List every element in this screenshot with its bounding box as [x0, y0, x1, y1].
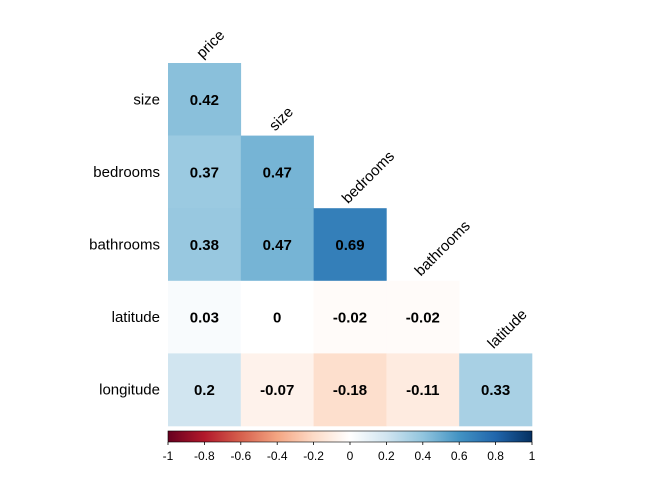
- column-label: bedrooms: [339, 148, 398, 207]
- cell-value-label: 0.03: [190, 310, 219, 327]
- heatmap-cell: [386, 280, 460, 354]
- cell-values: 0.42 0.37 0.47 0.38 0.47 0.69 0.03 0 -0.02 -0.02 0…: [190, 92, 510, 399]
- cell-value-label: -0.02: [333, 310, 367, 327]
- row-labels: size bedrooms bathrooms latitude longitude: [89, 91, 160, 398]
- heatmap-cell: [240, 135, 314, 209]
- row-label: size: [133, 91, 160, 108]
- cell-value-label: 0.2: [194, 382, 215, 399]
- heatmap-cell: [313, 208, 387, 282]
- colorbar-tick-label: 0.8: [487, 449, 504, 463]
- colorbar-tick-label: -0.2: [303, 449, 324, 463]
- heatmap-cell: [168, 208, 242, 282]
- colorbar-tick-label: -1: [163, 449, 174, 463]
- cell-value-label: 0: [273, 310, 281, 327]
- cell-value-label: 0.69: [335, 237, 364, 254]
- row-label: latitude: [112, 309, 160, 326]
- heatmap-cell: [386, 353, 460, 427]
- cell-value-label: 0.38: [190, 237, 219, 254]
- cell-value-label: -0.11: [406, 382, 439, 399]
- colorbar-tick-label: 0.2: [378, 449, 395, 463]
- heatmap-cells: [168, 63, 533, 427]
- row-label: bathrooms: [89, 237, 160, 254]
- row-label: longitude: [99, 382, 160, 399]
- heatmap-cell: [168, 353, 242, 427]
- colorbar-tick-label: 0: [347, 449, 354, 463]
- cell-value-label: 0.47: [263, 237, 292, 254]
- colorbar-tick-label: -0.4: [267, 449, 288, 463]
- heatmap-cell: [240, 353, 314, 427]
- colorbar-tick-label: 1: [529, 449, 536, 463]
- colorbar-tick-label: 0.4: [414, 449, 431, 463]
- heatmap-cell: [313, 353, 387, 427]
- cell-value-label: -0.07: [260, 382, 294, 399]
- cell-value-label: -0.18: [333, 382, 367, 399]
- heatmap-cell: [168, 280, 242, 354]
- cell-value-label: 0.33: [481, 382, 510, 399]
- heatmap-cell: [168, 63, 242, 136]
- row-label: bedrooms: [93, 164, 160, 181]
- column-label: latitude: [484, 306, 530, 352]
- cell-value-label: 0.42: [190, 92, 219, 109]
- heatmap-cell: [240, 280, 314, 354]
- column-label: price: [193, 27, 228, 62]
- colorbar-gradient: [167, 430, 533, 443]
- heatmap-cell: [459, 353, 533, 427]
- colorbar-tick-label: -0.6: [230, 449, 251, 463]
- column-label: size: [266, 104, 297, 135]
- column-label: bathrooms: [412, 217, 474, 279]
- heatmap-cell: [313, 280, 387, 354]
- heatmap-cell: [168, 135, 242, 209]
- cell-value-label: 0.37: [190, 164, 219, 181]
- cell-value-label: 0.47: [263, 164, 292, 181]
- colorbar-tick-label: 0.6: [451, 449, 468, 463]
- colorbar-tick-label: -0.8: [194, 449, 215, 463]
- cell-value-label: -0.02: [406, 310, 440, 327]
- colorbar: -1 -0.8 -0.6 -0.4 -0.2 0 0.2 0.4 0.6 0.8 1: [163, 430, 536, 463]
- heatmap-cell: [240, 208, 314, 282]
